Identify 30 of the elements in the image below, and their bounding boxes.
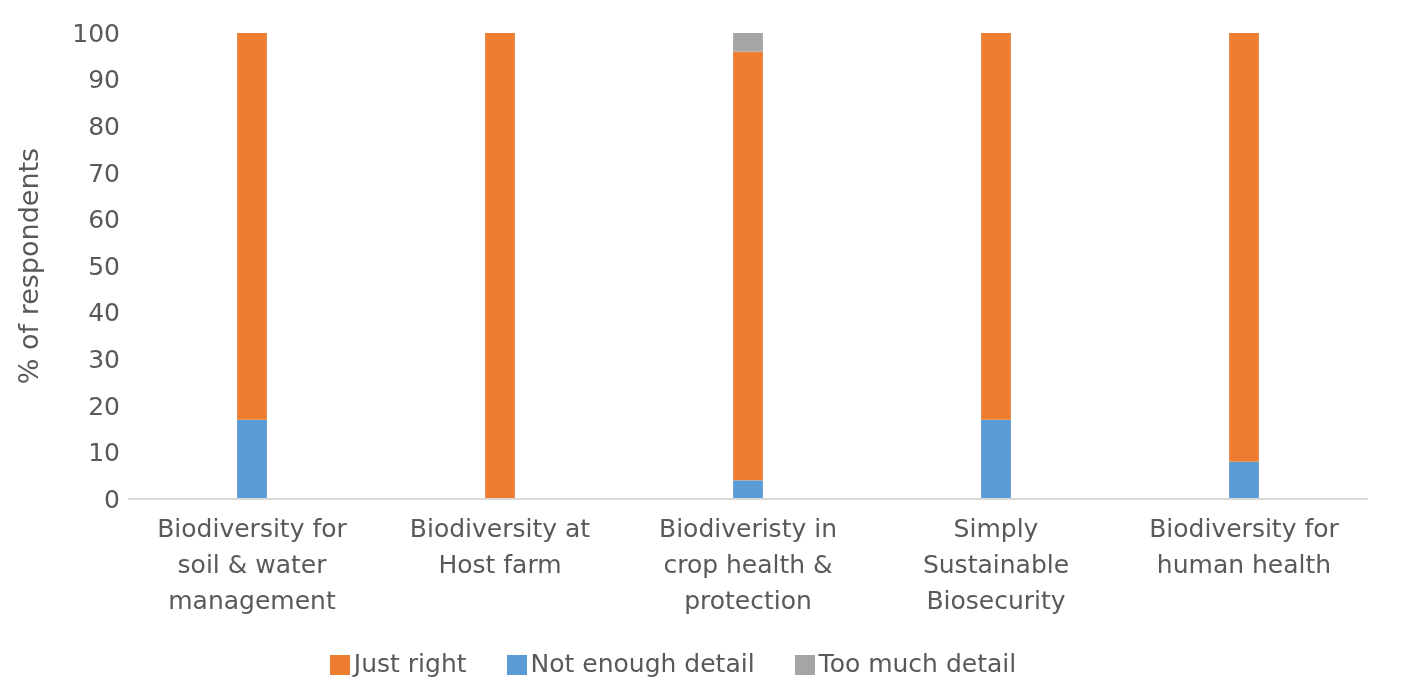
y-tick-label: 70 [88,158,120,188]
y-axis-title: % of respondents [12,147,44,385]
legend-label: Just right [353,649,467,678]
y-tick-label: 0 [104,484,120,514]
x-tick-label: Biodiversity at Host farm [409,514,591,579]
bar [485,33,515,499]
bar [981,419,1011,499]
bar [1229,461,1259,499]
x-tick-label: Simply Sustainable Biosecurity [922,514,1070,615]
bar [733,33,763,52]
bar [981,33,1011,420]
y-tick-label: 60 [88,205,120,235]
bar [733,480,763,499]
legend-label: Not enough detail [530,649,755,678]
legend-label: Too much detail [818,649,1017,678]
y-tick-label: 50 [88,251,120,281]
bar [237,419,267,499]
x-tick-label: Biodiversity for soil & water management [157,514,348,615]
y-tick-label: 90 [88,65,120,95]
y-tick-label: 100 [72,18,120,48]
x-tick-label: Biodiveristy in crop health & protection [659,514,837,615]
y-tick-label: 20 [88,391,120,421]
bar [1229,33,1259,462]
y-tick-label: 80 [88,112,120,142]
bar [733,51,763,481]
y-tick-label: 40 [88,298,120,328]
bar [237,33,267,420]
y-tick-label: 30 [88,345,120,375]
y-tick-label: 10 [88,438,120,468]
x-tick-label: Biodiversity for human health [1149,514,1340,579]
